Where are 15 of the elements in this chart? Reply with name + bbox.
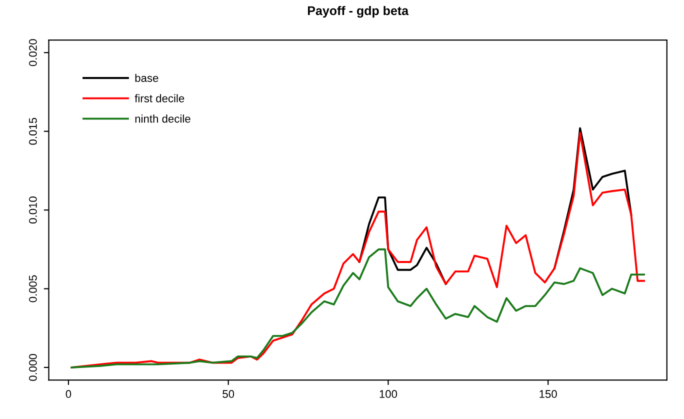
line-series [70, 132, 645, 368]
y-tick-label: 0.020 [28, 39, 37, 66]
y-tick-label: 0.010 [28, 196, 37, 224]
y-tick-label: 0.000 [28, 354, 37, 381]
x-tick-label: 150 [540, 390, 557, 398]
y-tick-label: 0.005 [28, 275, 37, 302]
legend-label: ninth decile [135, 114, 190, 123]
line-series [70, 248, 645, 368]
legend-label: base [135, 74, 158, 82]
y-tick-label: 0.015 [28, 118, 37, 145]
x-tick-label: 100 [380, 390, 398, 398]
x-tick-label: 0 [66, 390, 72, 398]
x-tick-label: 50 [222, 390, 234, 398]
chart-title: Payoff - gdp beta [308, 6, 409, 18]
legend-label: first decile [134, 94, 184, 102]
